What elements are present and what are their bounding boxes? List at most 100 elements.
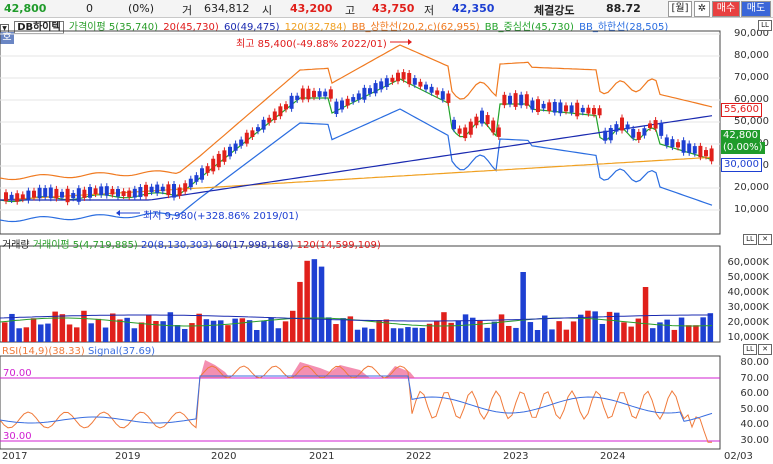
- volume-bar: [556, 321, 562, 342]
- volume-bar: [290, 310, 296, 342]
- volume-tick: 10,000K: [727, 332, 769, 343]
- candle-body: [541, 103, 546, 109]
- low-label: 저: [424, 4, 435, 17]
- volume-bar: [506, 325, 512, 342]
- legend-ma20: 20(45,730): [163, 22, 219, 33]
- candle-body: [278, 106, 283, 117]
- volume-bar: [138, 322, 145, 342]
- candle-body: [256, 127, 260, 132]
- candle-body: [144, 184, 148, 197]
- candle-body: [183, 183, 188, 192]
- volume-bar: [261, 320, 267, 342]
- volume-bar: [642, 287, 649, 342]
- candle-body: [384, 78, 389, 87]
- candle-body: [424, 84, 428, 90]
- candle-body: [328, 89, 333, 99]
- time-tick: 2023: [503, 451, 529, 462]
- price-tick: 80,000: [734, 50, 769, 61]
- volume-bar: [254, 329, 260, 342]
- volume-tick: 40,000K: [727, 287, 769, 298]
- volume-bar: [448, 322, 454, 342]
- volume-bar: [700, 317, 706, 342]
- candle-body: [228, 146, 232, 157]
- vol-ma5-line: [0, 317, 713, 327]
- volume-bar: [347, 316, 354, 342]
- volume-bar: [578, 314, 584, 342]
- candle-body: [356, 93, 361, 100]
- sell-button[interactable]: 매도: [741, 1, 771, 17]
- settings-icon[interactable]: ✲: [694, 1, 710, 17]
- candle-body: [233, 143, 238, 151]
- buy-button[interactable]: 매수: [712, 1, 740, 17]
- candle-body: [306, 88, 311, 100]
- candle-body: [334, 101, 339, 115]
- volume-bar: [354, 329, 361, 342]
- volume-bar: [498, 314, 505, 342]
- candle-body: [390, 77, 395, 82]
- volume-bar: [326, 317, 332, 342]
- current-price-tag: 42,800: [721, 130, 760, 142]
- side-tag[interactable]: 호: [0, 32, 14, 44]
- rsi-panel-menu-icon[interactable]: LL: [743, 344, 757, 355]
- volume-bar: [484, 327, 490, 342]
- candle-body: [440, 91, 445, 100]
- time-tick: 2022: [406, 451, 432, 462]
- candle-body: [474, 116, 479, 126]
- rsi-lower-label: 30.00: [3, 431, 32, 442]
- candle-body: [407, 73, 412, 85]
- volume-bar: [477, 320, 483, 342]
- time-tick: 2019: [115, 451, 141, 462]
- volume-panel-menu-icon[interactable]: LL: [743, 234, 757, 245]
- volume-bar: [606, 311, 613, 342]
- quote-bar: 42,800 0 (0%) 거 634,812 시 43,200 고 43,75…: [0, 0, 773, 18]
- candle-body: [93, 188, 98, 195]
- volume-bar: [268, 317, 274, 342]
- price-panel-menu-icon[interactable]: LL: [758, 20, 772, 31]
- candle-body: [608, 127, 613, 141]
- volume-bar: [2, 322, 8, 342]
- candle-body: [121, 191, 126, 196]
- legend-vol-ma20: 20(8,130,303): [141, 240, 213, 251]
- low-annotation: 최저 9,980(+328.86% 2019/01): [143, 211, 299, 222]
- volume-bar: [369, 328, 375, 342]
- candle-body: [345, 98, 350, 106]
- legend-ma60: 60(49,475): [223, 22, 280, 33]
- candle-body: [670, 139, 675, 148]
- candle-body: [681, 140, 686, 153]
- candle-body: [26, 190, 31, 201]
- price-tick: 60,000: [734, 94, 769, 105]
- volume-bar: [657, 322, 663, 342]
- candle-body: [491, 120, 496, 133]
- time-tick: 2024: [600, 451, 626, 462]
- candle-body: [127, 190, 132, 197]
- volume-bar: [59, 314, 66, 342]
- volume-bar: [297, 281, 303, 342]
- candle-body: [48, 187, 53, 199]
- volume-bar: [9, 313, 15, 342]
- rsi-line: [0, 365, 712, 443]
- candle-body: [295, 95, 300, 100]
- period-button[interactable]: [월]: [668, 1, 692, 17]
- stock-name[interactable]: DB하이텍: [14, 21, 64, 34]
- volume-legend: 거래량 거래이평 5(4,719,885) 20(8,130,303) 60(1…: [2, 236, 381, 251]
- volume-bar: [52, 311, 58, 342]
- volume-panel-close-icon[interactable]: ✕: [758, 234, 772, 245]
- candle-body: [625, 124, 630, 130]
- candle-body: [508, 95, 512, 105]
- volume-bar: [218, 320, 224, 342]
- candle-body: [166, 184, 171, 196]
- high-annotation: 최고 85,400(-49.88% 2022/01): [236, 39, 387, 50]
- candle-body: [692, 146, 697, 154]
- candle-body: [312, 90, 316, 98]
- candle-body: [82, 189, 87, 198]
- candle-body: [250, 130, 255, 138]
- volume-bar: [686, 325, 692, 342]
- candle-body: [468, 121, 473, 135]
- volume-bar: [412, 327, 418, 342]
- candle-body: [54, 188, 59, 199]
- rsi-panel-close-icon[interactable]: ✕: [758, 344, 772, 355]
- volume-bar: [210, 320, 217, 342]
- legend-rsi: RSI(14,9)(38.33): [2, 346, 85, 357]
- volume-bar: [102, 327, 109, 342]
